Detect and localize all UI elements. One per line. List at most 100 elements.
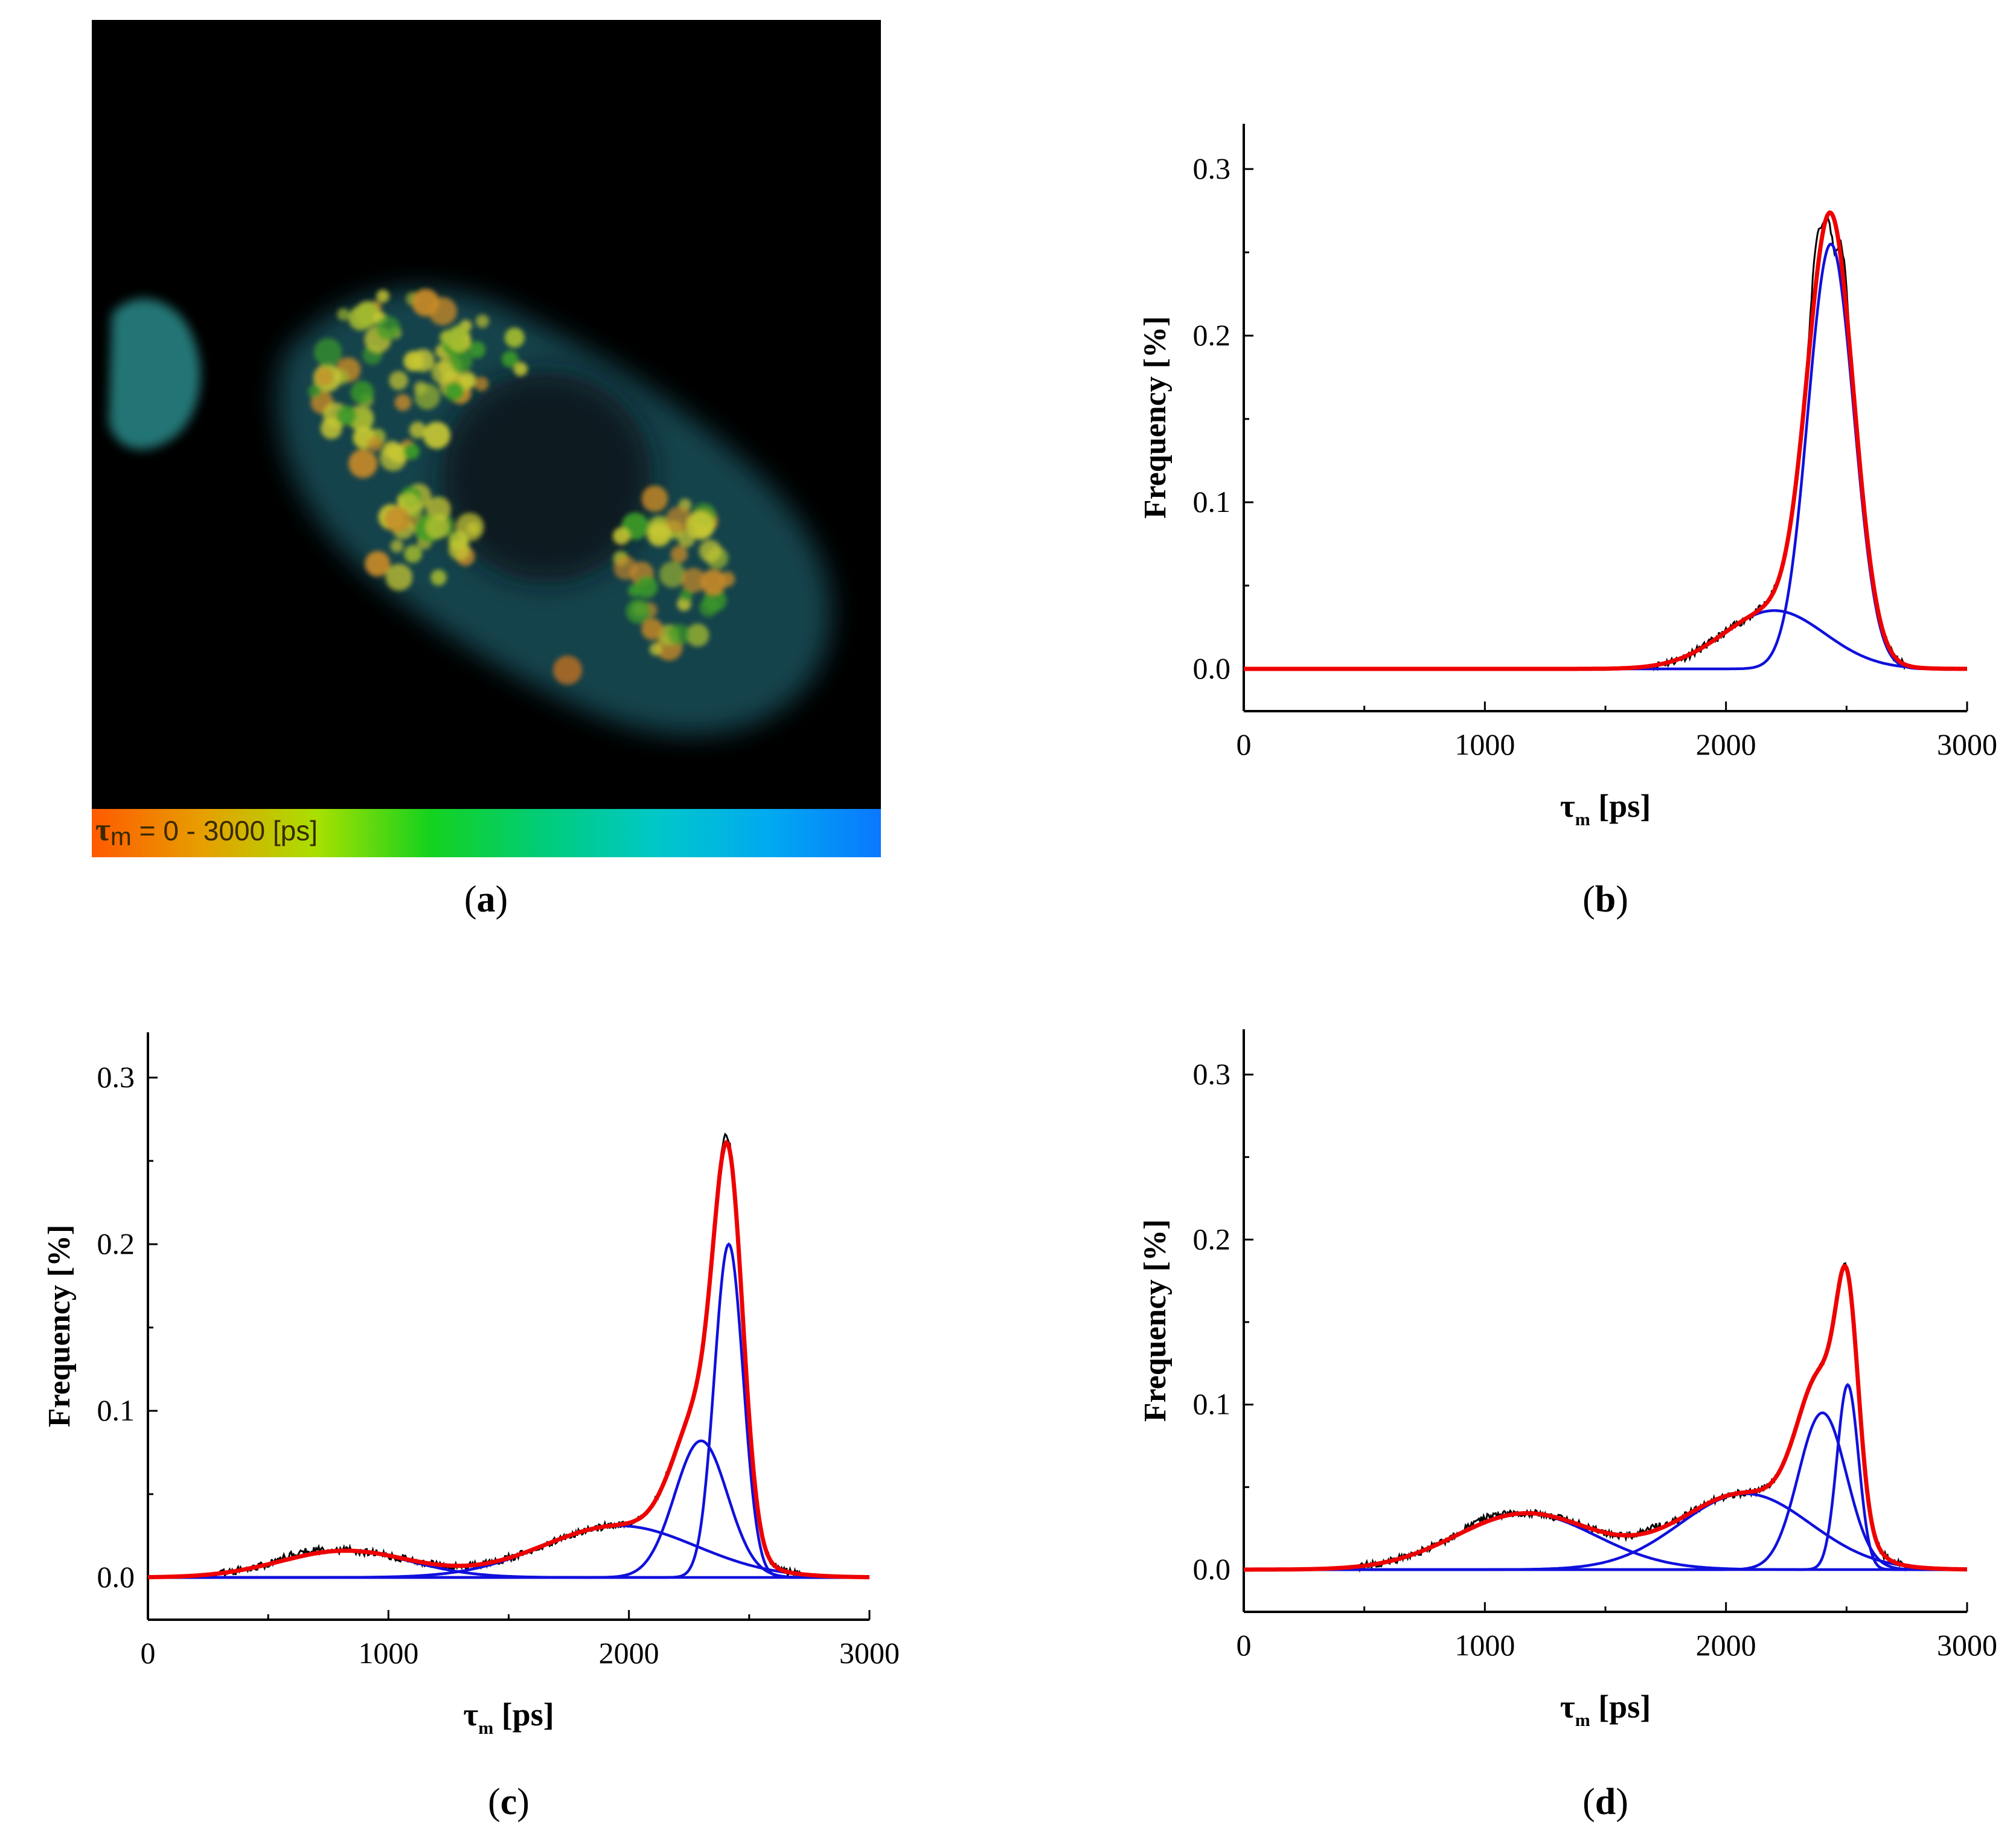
organelle [412, 289, 440, 317]
organelle [665, 506, 693, 534]
organelle [513, 362, 528, 376]
organelle [389, 371, 408, 391]
organelle [553, 656, 582, 685]
organelle [679, 589, 693, 602]
caption-b: (b) [1582, 879, 1628, 920]
organelle [459, 376, 473, 390]
scale-label-symbol: τ [95, 811, 110, 848]
series-gaussian-component-1 [1244, 609, 1967, 671]
x-axis-label: τm [ps] [1560, 788, 1651, 829]
x-axis-label: τm [ps] [1560, 1689, 1651, 1730]
organelle [430, 569, 447, 586]
organelle [376, 289, 390, 303]
x-axis-label-subscript: m [478, 1718, 493, 1738]
organelle [647, 522, 671, 547]
x-axis-label-unit: [ps] [493, 1696, 554, 1733]
caption-b-letter: b [1595, 879, 1616, 920]
organelle [390, 539, 404, 553]
y-axis-label: Frequency [%] [1138, 316, 1173, 519]
panel-a-micrograph: τm = 0 - 3000 [ps] (a) [92, 20, 881, 920]
organelle [455, 513, 484, 542]
organelle [315, 368, 334, 386]
x-tick-label: 1000 [1454, 727, 1515, 761]
lifetime-color-scale [92, 809, 881, 857]
x-tick-label: 2000 [1696, 1628, 1756, 1662]
series-gaussian-component-4 [148, 1242, 869, 1579]
x-tick-label: 3000 [1937, 1628, 1997, 1662]
organelle [686, 511, 715, 540]
panel-c-histogram: 0 1000 2000 3000 0.0 0.1 0.2 0.3 Frequency [%] τm… [42, 1032, 900, 1823]
x-axis-label-subscript: m [1575, 810, 1590, 829]
organelle [388, 444, 408, 464]
organelle [449, 350, 473, 373]
organelle [439, 330, 455, 345]
x-tick-label: 3000 [839, 1636, 900, 1670]
caption-c-letter: c [501, 1781, 517, 1823]
y-tick-label: 0.3 [1193, 1057, 1231, 1091]
organelle [367, 436, 383, 452]
caption-d-letter: d [1595, 1781, 1616, 1823]
series-data-histogram [147, 1132, 870, 1579]
organelle [384, 506, 410, 532]
series-gaussian-component-4 [1244, 1382, 1967, 1571]
organelle [670, 545, 688, 563]
organelle [431, 360, 455, 384]
caption-a: (a) [464, 879, 508, 920]
y-tick-label: 0.3 [97, 1060, 135, 1094]
organelle [641, 485, 668, 512]
series-total-fit [1244, 1264, 1967, 1572]
organelle [699, 540, 722, 563]
organelle [613, 555, 638, 580]
y-tick-label: 0.0 [1193, 1552, 1231, 1586]
organelle [409, 421, 426, 439]
organelle [475, 315, 490, 328]
organelle [468, 341, 485, 359]
organelle [425, 514, 450, 539]
organelle [376, 316, 401, 340]
organelle [686, 623, 709, 647]
scale-label: τm = 0 - 3000 [ps] [95, 811, 318, 851]
x-tick-label: 2000 [1696, 727, 1756, 761]
organelle [403, 443, 420, 460]
y-tick-label: 0.2 [97, 1227, 135, 1261]
y-axis-label: Frequency [%] [1138, 1219, 1173, 1422]
y-tick-label: 0.1 [97, 1393, 135, 1427]
neighbor-cell [109, 298, 200, 450]
organelle [337, 308, 350, 321]
caption-a-letter: a [477, 879, 496, 920]
y-tick-label: 0.1 [1193, 485, 1231, 519]
y-tick-label: 0.2 [1193, 1222, 1231, 1256]
organelle [444, 382, 464, 401]
organelle [659, 561, 686, 588]
organelle [681, 567, 706, 593]
x-tick-label: 0 [1237, 727, 1252, 761]
organelle [414, 383, 441, 410]
organelle [385, 563, 413, 591]
organelle [448, 538, 470, 561]
scale-label-range: = 0 - 3000 [ps] [132, 815, 318, 846]
x-axis-label-unit: [ps] [1590, 1689, 1651, 1725]
x-axis-label-subscript: m [1575, 1710, 1590, 1730]
organelle [635, 575, 658, 598]
series-total-fit [147, 1140, 870, 1580]
organelle [628, 584, 641, 597]
organelle [699, 598, 718, 617]
x-tick-label: 1000 [1454, 1628, 1515, 1662]
organelle [668, 624, 690, 646]
cell-nucleus [441, 371, 652, 583]
organelle [626, 599, 651, 624]
series-gaussian-component-3 [1244, 1411, 1967, 1571]
organelle [336, 405, 357, 426]
organelle [365, 551, 391, 577]
organelle [502, 351, 519, 368]
x-axis-label-symbol: τ [1560, 1689, 1575, 1725]
x-axis-label-symbol: τ [1560, 788, 1575, 824]
y-tick-label: 0.2 [1193, 318, 1231, 352]
y-axis-label: Frequency [%] [42, 1225, 77, 1428]
organelle [308, 385, 322, 398]
organelle [700, 569, 726, 595]
x-tick-label: 1000 [358, 1636, 418, 1670]
y-tick-label: 0.3 [1193, 152, 1231, 185]
organelle [426, 496, 451, 522]
